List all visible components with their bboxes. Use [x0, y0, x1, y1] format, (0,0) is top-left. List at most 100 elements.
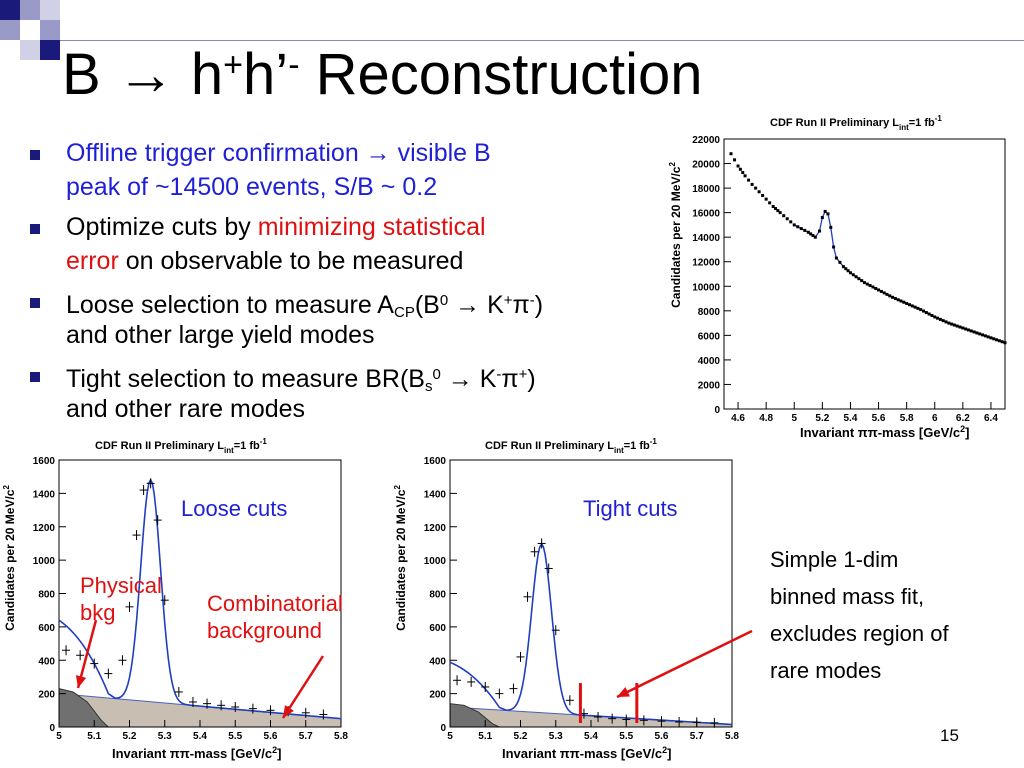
data-point	[958, 325, 962, 329]
x-tick-label: 5.4	[193, 731, 207, 742]
fit-curve	[793, 210, 1006, 344]
data-point	[743, 174, 747, 178]
data-point	[995, 338, 999, 342]
y-tick-label: 0	[440, 723, 446, 734]
y-tick-label: 12000	[692, 258, 720, 269]
slide-title: B → h+h’- Reconstruction	[62, 42, 703, 107]
data-point	[1003, 341, 1007, 345]
bullet-1-line-2: peak of ~14500 events, S/B ~ 0.2	[66, 173, 438, 201]
chart-title: CDF Run II Preliminary Lint=1 fb-1	[485, 437, 657, 455]
y-tick-label: 20000	[692, 160, 720, 171]
data-point	[896, 298, 900, 302]
x-tick-label: 5.4	[843, 413, 857, 424]
data-point	[922, 309, 926, 313]
data-point	[933, 315, 937, 319]
data-point	[863, 281, 866, 285]
data-point	[865, 282, 869, 286]
data-point	[776, 209, 780, 213]
x-tick-label: 6	[932, 413, 938, 424]
y-tick-label: 1200	[424, 523, 447, 534]
data-point	[902, 300, 906, 304]
x-axis-label: Invariant ππ-mass [GeV/c2]	[112, 745, 281, 761]
x-tick-label: 5.4	[584, 731, 598, 742]
y-tick-label: 200	[429, 690, 446, 701]
physical-bkg-arrow-head	[75, 675, 87, 688]
chart-3: CDF Run II Preliminary Lint=1 fb-1 5 5.1 5.…	[393, 437, 739, 761]
bullet-marker-4	[30, 372, 40, 382]
corner-square-5	[20, 20, 40, 40]
data-point	[950, 322, 954, 326]
data-point	[905, 301, 909, 305]
chart-title: CDF Run II Preliminary Lint=1 fb-1	[95, 437, 267, 455]
data-point	[768, 201, 772, 205]
y-tick-label: 6000	[698, 331, 721, 342]
data-point	[944, 320, 948, 324]
x-tick-label: 5.7	[690, 731, 704, 742]
data-point	[857, 277, 861, 281]
combinatorial-label: Combinatorial background	[207, 591, 343, 643]
data-point	[891, 295, 895, 299]
data-point	[964, 327, 968, 331]
y-tick-label: 10000	[692, 282, 720, 293]
x-tick-label: 5.5	[619, 731, 633, 742]
y-tick-label: 14000	[692, 233, 720, 244]
data-point	[747, 178, 751, 182]
bullet-1-line-1: Offline trigger confirmation → visible B	[66, 139, 491, 167]
data-point	[972, 330, 976, 334]
data-point	[947, 321, 951, 325]
x-tick-label: 5	[447, 731, 453, 742]
y-axis-label: Candidates per 20 MeV/c2	[2, 485, 17, 631]
y-tick-label: 1000	[33, 556, 56, 567]
data-point	[811, 234, 815, 238]
y-axis-label: Candidates per 20 MeV/c2	[393, 485, 408, 631]
data-point	[846, 269, 850, 273]
data-point	[764, 197, 768, 201]
data-point	[952, 323, 956, 327]
x-tick-label: 5.6	[872, 413, 886, 424]
x-tick-label: 5.8	[334, 731, 348, 742]
corner-square-6	[40, 20, 60, 40]
corner-square-4	[0, 20, 20, 40]
chart-title: CDF Run II Preliminary Lint=1 fb-1	[770, 114, 942, 132]
data-point	[741, 171, 745, 175]
bullet-4-line-2: and other rare modes	[66, 395, 306, 423]
data-point	[871, 285, 875, 289]
data-point	[844, 267, 848, 271]
x-tick-label: 5.2	[514, 731, 528, 742]
data-point	[792, 223, 796, 227]
data-point	[978, 332, 982, 336]
chart-2: CDF Run II Preliminary Lint=1 fb-1 5 5.1 5.…	[2, 437, 348, 761]
bullet-2-line-1: Optimize cuts by minimizing statistical	[66, 213, 486, 241]
bullet-marker-1	[30, 150, 40, 160]
fit-note-arrow-head	[617, 687, 630, 697]
y-tick-label: 1600	[33, 456, 56, 467]
bullet-marker-2	[30, 224, 40, 234]
data-point	[992, 337, 996, 341]
data-point	[930, 313, 934, 317]
data-point	[778, 211, 782, 215]
data-point	[799, 227, 803, 231]
x-tick-label: 5.2	[815, 413, 829, 424]
data-point	[771, 205, 775, 208]
bullet-3-line-2: and other large yield modes	[66, 321, 375, 349]
data-point	[841, 265, 845, 269]
y-tick-label: 1600	[424, 456, 447, 467]
data-point	[803, 228, 807, 232]
data-point	[848, 271, 852, 275]
combinatorial-arrow-head	[283, 705, 294, 718]
x-tick-label: 4.6	[731, 413, 745, 424]
corner-square-7	[20, 40, 40, 60]
loose-cuts-label: Loose cuts	[181, 496, 288, 521]
data-point	[806, 230, 810, 234]
y-tick-label: 1400	[33, 489, 56, 500]
chart-1: CDF Run II Preliminary Lint=1 fb-1 4.6 4.8…	[668, 114, 1007, 440]
data-point	[789, 220, 793, 224]
y-tick-label: 0	[49, 723, 55, 734]
data-point	[757, 190, 761, 194]
data-point	[860, 279, 864, 283]
y-tick-label: 16000	[692, 209, 720, 220]
page-number: 15	[940, 726, 959, 745]
data-point	[818, 229, 822, 233]
x-tick-label: 6.4	[984, 413, 998, 424]
